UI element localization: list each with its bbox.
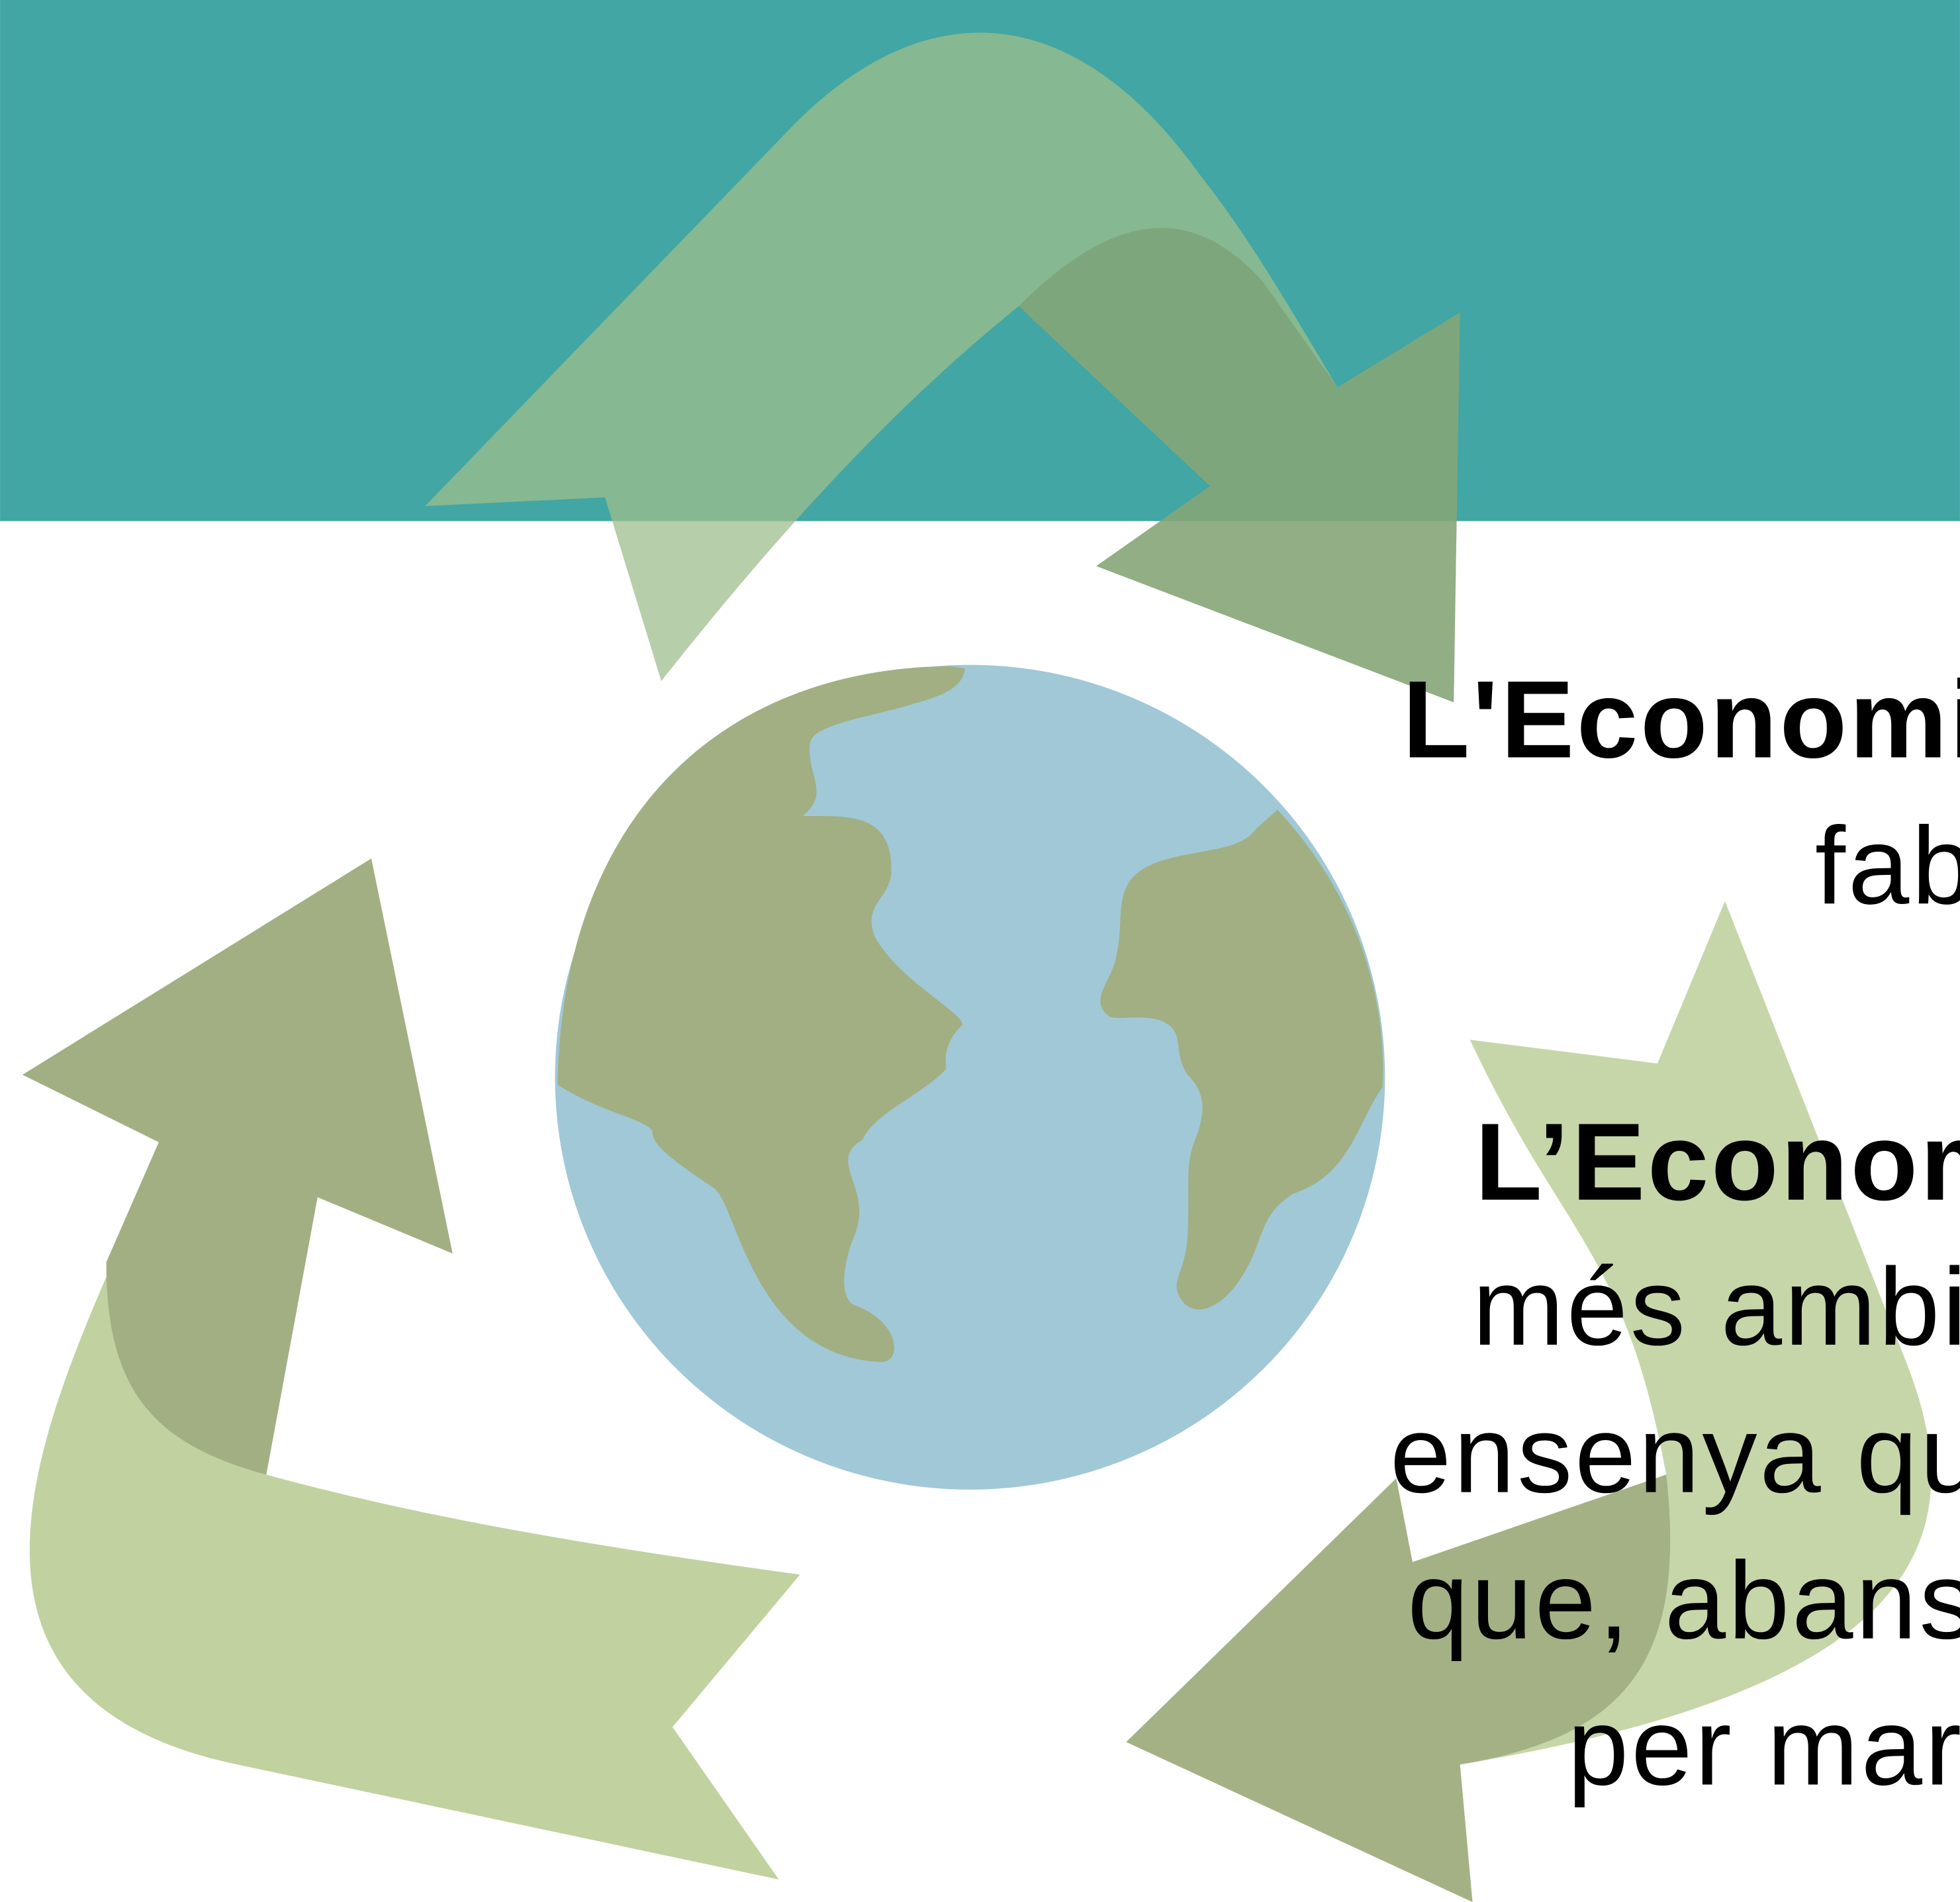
heading-text: L’Econom — [1475, 1101, 1960, 1224]
body-text: que, abans — [1407, 1540, 1960, 1662]
page: L'Economia fab L’Econom més ambi ensenya… — [0, 0, 1960, 1902]
body-text: més ambi — [1472, 1246, 1960, 1369]
body-text: per mar — [1567, 1686, 1960, 1808]
body-text: ensenya qu — [1390, 1394, 1960, 1516]
illustration: L'Economia fab L’Econom més ambi ensenya… — [0, 0, 1960, 1902]
heading-text: L'Economia — [1403, 658, 1960, 781]
body-text: fab — [1815, 805, 1960, 927]
